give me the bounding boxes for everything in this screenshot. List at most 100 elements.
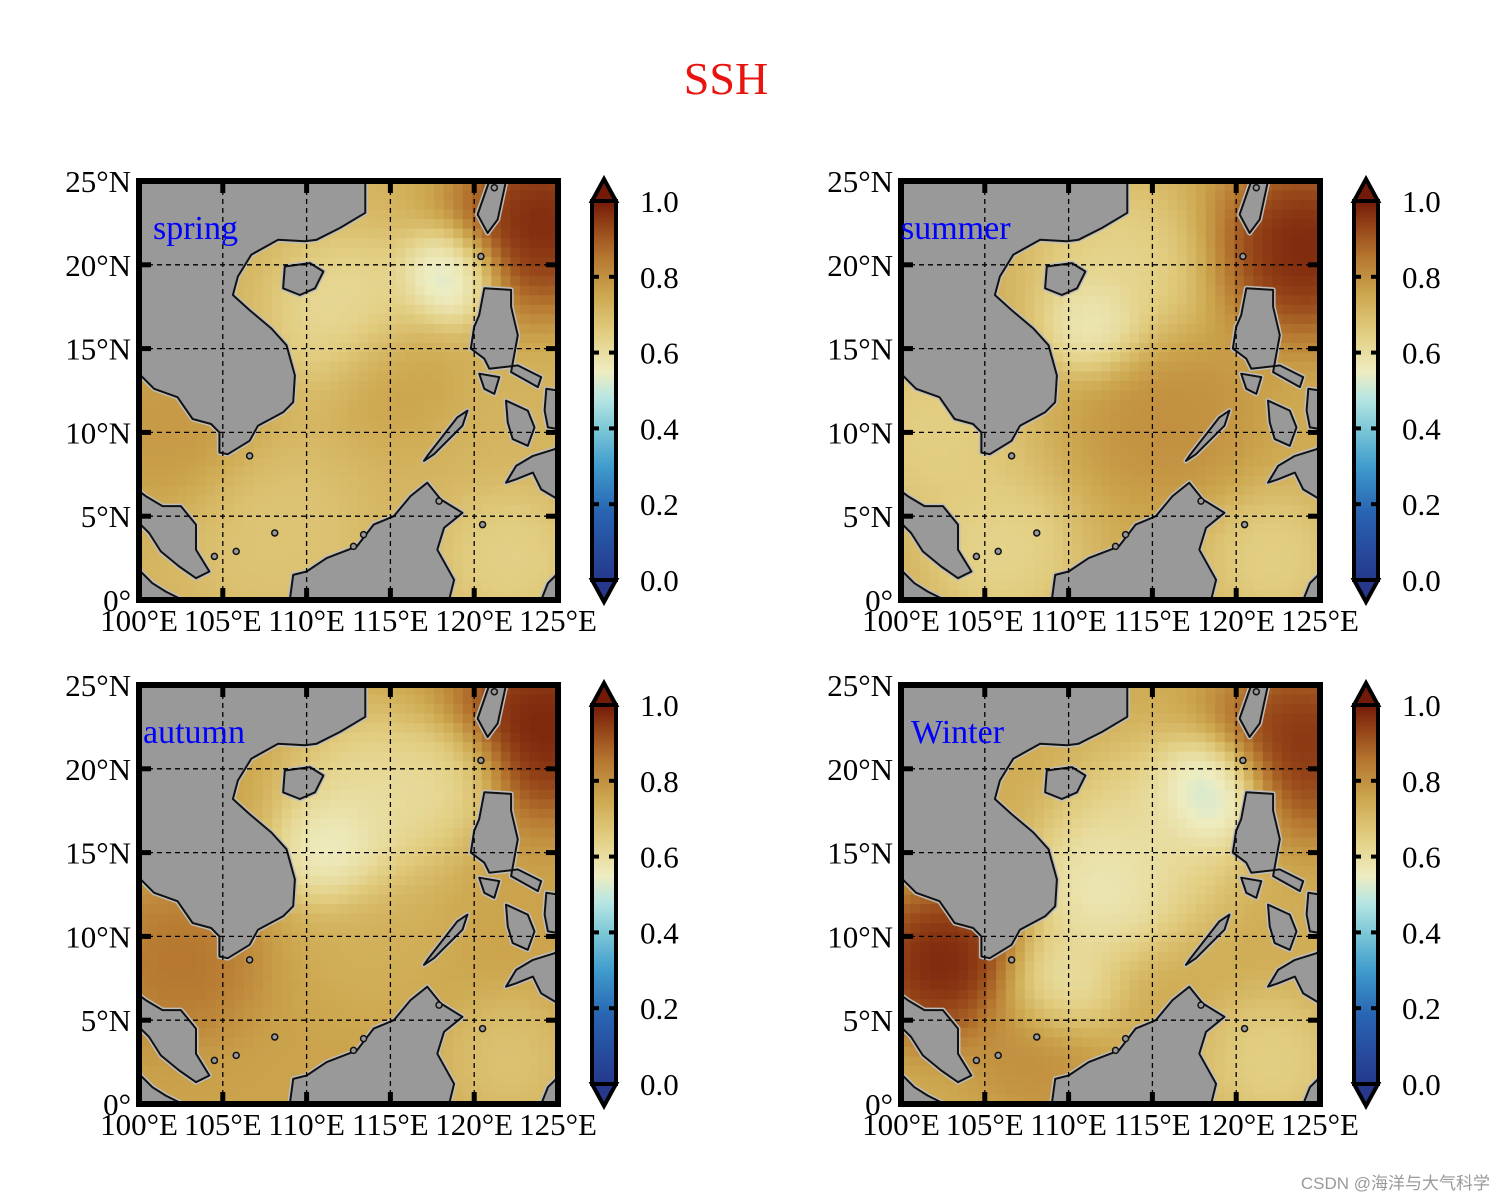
lon-tick-label: 115°E [1114, 603, 1191, 638]
lon-tick-label: 100°E [862, 1107, 940, 1142]
colorbar-tick-label: 1.0 [1402, 184, 1441, 219]
figure-title: SSH [683, 53, 769, 104]
land-masks [901, 685, 1320, 1104]
colorbar: 0.0 0.2 0.4 0.6 0.8 1.0 [1350, 678, 1441, 1111]
lat-tick-label: 15°N [827, 332, 893, 367]
lon-tick-label: 100°E [862, 603, 940, 638]
colorbar-tick-label: 0.6 [640, 840, 679, 875]
map-panel-autumn: 100°E 105°E 110°E 115°E 120°E 125°E 0° 5°N 10°N 1… [65, 668, 679, 1142]
lat-tick-label: 20°N [827, 248, 893, 283]
lat-tick-label: 25°N [65, 164, 131, 199]
colorbar-extend-min [588, 578, 620, 607]
ssh-field [901, 181, 1320, 600]
lat-tick-label: 5°N [843, 1003, 893, 1038]
colorbar-tick-label: 0.8 [1402, 260, 1441, 295]
colorbar-tick-label: 0.2 [1402, 487, 1441, 522]
lat-tick-label: 5°N [843, 499, 893, 534]
colorbar-tick-label: 0.4 [1402, 411, 1441, 446]
lon-tick-label: 120°E [435, 1107, 513, 1142]
ssh-field [139, 685, 558, 1104]
colorbar-tick-label: 0.4 [1402, 915, 1441, 950]
lon-tick-label: 115°E [1114, 1107, 1191, 1142]
lon-tick-label: 120°E [1197, 603, 1275, 638]
land-masks [139, 181, 558, 600]
season-label: spring [153, 210, 238, 247]
lon-tick-label: 110°E [268, 603, 345, 638]
colorbar-tick-label: 0.8 [640, 260, 679, 295]
lon-tick-label: 125°E [1281, 603, 1359, 638]
colorbar-tick-label: 0.4 [640, 915, 679, 950]
map-frame [898, 178, 1323, 603]
colorbar-extend-min [1350, 578, 1382, 607]
colorbar: 0.0 0.2 0.4 0.6 0.8 1.0 [588, 174, 679, 607]
lat-tick-label: 25°N [65, 668, 131, 703]
map-panel-winter: 100°E 105°E 110°E 115°E 120°E 125°E 0° 5°N 10°N 1… [827, 668, 1441, 1142]
ssh-field [139, 181, 558, 600]
lon-tick-label: 105°E [184, 1107, 262, 1142]
lon-tick-label: 120°E [1197, 1107, 1275, 1142]
colorbar: 0.0 0.2 0.4 0.6 0.8 1.0 [588, 678, 679, 1111]
map-frame [136, 682, 561, 1107]
axis-ticks [898, 178, 1323, 603]
lat-tick-label: 0° [103, 583, 131, 618]
colorbar-tick-label: 1.0 [640, 184, 679, 219]
colorbar-tick-label: 0.6 [1402, 840, 1441, 875]
gridlines [139, 685, 558, 1104]
land-masks [139, 685, 558, 1104]
season-label: summer [901, 210, 1011, 247]
map-panel-spring: 100°E 105°E 110°E 115°E 120°E 125°E 0° 5°N 10°N 1… [65, 164, 679, 638]
colorbar-extend-max [588, 174, 620, 203]
lat-tick-label: 0° [865, 1087, 893, 1122]
season-label: autumn [143, 714, 245, 751]
axis-ticks [136, 178, 561, 603]
lon-tick-label: 125°E [519, 1107, 597, 1142]
lon-tick-label: 100°E [100, 1107, 178, 1142]
colorbar-tick-label: 0.8 [1402, 764, 1441, 799]
lon-tick-label: 110°E [268, 1107, 345, 1142]
lat-tick-label: 15°N [827, 836, 893, 871]
colorbar-tick-label: 0.0 [640, 1067, 679, 1102]
lat-tick-label: 0° [103, 1087, 131, 1122]
colorbar-tick-label: 0.2 [640, 487, 679, 522]
colorbar-extend-max [1350, 678, 1382, 707]
axis-ticks [136, 682, 561, 1107]
season-label: Winter [911, 714, 1005, 751]
gridlines [901, 685, 1320, 1104]
lon-tick-label: 110°E [1030, 1107, 1107, 1142]
colorbar-tick-label: 0.8 [640, 764, 679, 799]
colorbar: 0.0 0.2 0.4 0.6 0.8 1.0 [1350, 174, 1441, 607]
lat-tick-label: 5°N [81, 1003, 131, 1038]
lat-tick-label: 20°N [827, 752, 893, 787]
lat-tick-label: 25°N [827, 164, 893, 199]
map-frame [898, 682, 1323, 1107]
lat-tick-label: 25°N [827, 668, 893, 703]
lat-tick-label: 10°N [827, 919, 893, 954]
colorbar-tick-label: 0.6 [1402, 336, 1441, 371]
colorbar-tick-label: 0.6 [640, 336, 679, 371]
colorbar-extend-min [1350, 1082, 1382, 1111]
lon-tick-label: 105°E [946, 1107, 1024, 1142]
colorbar-extend-max [1350, 174, 1382, 203]
colorbar-tick-label: 0.0 [640, 563, 679, 598]
lat-tick-label: 10°N [827, 415, 893, 450]
lat-tick-label: 10°N [65, 415, 131, 450]
lon-tick-label: 120°E [435, 603, 513, 638]
map-panel-summer: 100°E 105°E 110°E 115°E 120°E 125°E 0° 5°N 10°N 1… [827, 164, 1441, 638]
colorbar-tick-label: 0.0 [1402, 1067, 1441, 1102]
lon-tick-label: 125°E [1281, 1107, 1359, 1142]
colorbar-extend-max [588, 678, 620, 707]
lon-tick-label: 105°E [946, 603, 1024, 638]
gridlines [139, 181, 558, 600]
watermark: CSDN @海洋与大气科学 [1300, 1174, 1490, 1193]
colorbar-tick-label: 0.2 [640, 991, 679, 1026]
axis-ticks [898, 682, 1323, 1107]
colorbar-tick-label: 0.4 [640, 411, 679, 446]
land-masks [901, 181, 1320, 600]
lat-tick-label: 0° [865, 583, 893, 618]
lat-tick-label: 10°N [65, 919, 131, 954]
lon-tick-label: 105°E [184, 603, 262, 638]
lon-tick-label: 110°E [1030, 603, 1107, 638]
lon-tick-label: 125°E [519, 603, 597, 638]
colorbar-tick-label: 1.0 [1402, 688, 1441, 723]
